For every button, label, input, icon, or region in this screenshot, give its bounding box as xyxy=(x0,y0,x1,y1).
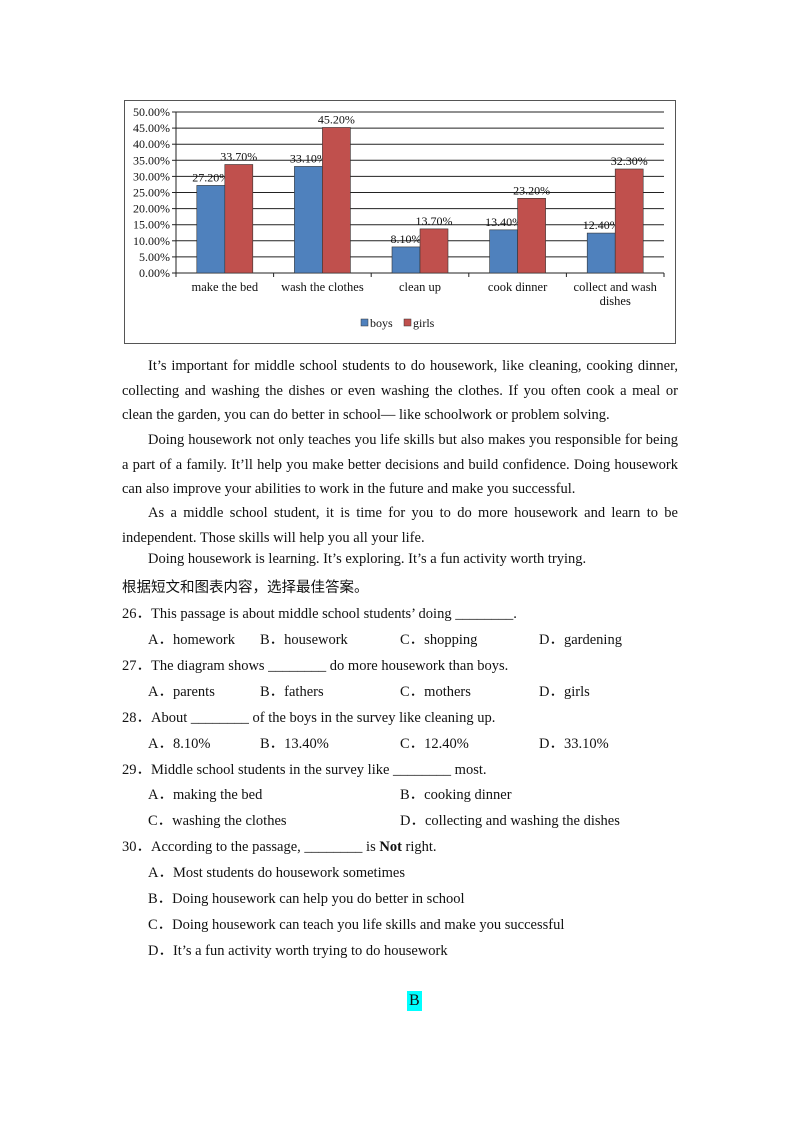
bar-boys xyxy=(489,229,518,274)
bar-boys xyxy=(586,232,616,274)
question-27-option-a[interactable]: A．parents xyxy=(148,684,215,700)
y-tick-label: 30.00% xyxy=(133,169,170,183)
data-label-girls: 23.20% xyxy=(513,183,550,197)
data-label-boys: 27.20% xyxy=(192,170,229,184)
y-tick-label: 50.00% xyxy=(133,105,170,119)
question-27-option-c[interactable]: C．mothers xyxy=(400,684,471,700)
question-28-option-c[interactable]: C．12.40% xyxy=(400,736,469,752)
question-26-option-d[interactable]: D．gardening xyxy=(539,632,622,648)
question-29-stem: 29．Middle school students in the survey … xyxy=(122,762,487,778)
legend-label-girls: girls xyxy=(413,316,435,330)
y-tick-label: 45.00% xyxy=(133,121,170,135)
question-27-option-b[interactable]: B．fathers xyxy=(260,684,324,700)
question-28-option-a[interactable]: A．8.10% xyxy=(148,736,211,752)
y-tick-label: 10.00% xyxy=(133,234,170,248)
question-26-option-a[interactable]: A．homework xyxy=(148,632,235,648)
question-29-option-b[interactable]: B．cooking dinner xyxy=(400,787,512,803)
data-label-boys: 33.10% xyxy=(290,151,327,165)
chart-svg: 0.00% 5.00% 10.00% 15.00% 20.00% 25.00% 30.00%… xyxy=(133,105,665,330)
question-29-option-a[interactable]: A．making the bed xyxy=(148,787,263,803)
question-27-stem: 27．The diagram shows ________ do more ho… xyxy=(122,658,509,674)
bar-boys xyxy=(196,185,226,274)
question-30-stem-end: right. xyxy=(401,839,437,855)
y-tick-label: 20.00% xyxy=(133,202,170,216)
question-30-stem-emphasis: Not xyxy=(379,839,402,855)
question-27-option-d[interactable]: D．girls xyxy=(539,684,590,700)
x-category-label: collect and wash xyxy=(574,280,658,294)
x-category-label: cook dinner xyxy=(488,280,548,294)
passage-paragraph-3: As a middle school student, it is time f… xyxy=(122,505,678,546)
bar-girls xyxy=(517,197,546,274)
data-label-girls: 32.30% xyxy=(611,154,648,168)
question-30-option-d[interactable]: D．It’s a fun activity worth trying to do… xyxy=(148,943,448,959)
question-28-stem: 28．About ________ of the boys in the sur… xyxy=(122,710,496,726)
x-category-label: make the bed xyxy=(191,280,258,294)
legend-swatch-boys xyxy=(360,318,369,327)
data-label-boys: 13.40% xyxy=(485,215,522,229)
question-30-stem: 30．According to the passage, ________ is… xyxy=(122,835,437,856)
question-30-option-a[interactable]: A．Most students do housework sometimes xyxy=(148,865,405,881)
x-category-label: wash the clothes xyxy=(281,280,364,294)
question-28-option-b[interactable]: B．13.40% xyxy=(260,736,329,752)
y-tick-label: 0.00% xyxy=(139,266,170,280)
question-29-option-d[interactable]: D．collecting and washing the dishes xyxy=(400,813,620,829)
bar-boys xyxy=(391,246,421,274)
bar-girls xyxy=(614,168,644,274)
y-tick-label: 35.00% xyxy=(133,153,170,167)
passage-paragraph-1: It’s important for middle school student… xyxy=(122,358,678,423)
legend-label-boys: boys xyxy=(370,316,393,330)
question-26-option-c[interactable]: C．shopping xyxy=(400,632,478,648)
y-tick-label: 15.00% xyxy=(133,218,170,232)
bar-girls xyxy=(419,228,449,274)
question-26-option-b[interactable]: B．housework xyxy=(260,632,348,648)
question-28-option-d[interactable]: D．33.10% xyxy=(539,736,609,752)
passage-paragraph-4: Doing housework is learning. It’s explor… xyxy=(148,551,587,567)
legend-swatch-girls xyxy=(403,318,412,327)
question-29-option-c[interactable]: C．washing the clothes xyxy=(148,813,287,829)
data-label-girls: 33.70% xyxy=(220,149,257,163)
bar-chart: 0.00% 5.00% 10.00% 15.00% 20.00% 25.00% 30.00%… xyxy=(124,100,676,344)
question-30-option-b[interactable]: B．Doing housework can help you do better… xyxy=(148,891,465,907)
bar-girls xyxy=(224,164,254,274)
y-tick-label: 5.00% xyxy=(139,250,170,264)
question-26-stem: 26．This passage is about middle school s… xyxy=(122,606,517,622)
x-category-label: dishes xyxy=(600,294,631,308)
y-tick-label: 40.00% xyxy=(133,137,170,151)
x-category-label: clean up xyxy=(399,280,441,294)
data-label-girls: 13.70% xyxy=(416,214,453,228)
section-b-label: B xyxy=(407,991,422,1011)
data-label-boys: 12.40% xyxy=(583,218,620,232)
data-label-girls: 45.20% xyxy=(318,112,355,126)
instruction-text: 根据短文和图表内容，选择最佳答案。 xyxy=(122,580,369,596)
bar-boys xyxy=(294,166,323,274)
question-30-option-c[interactable]: C．Doing housework can teach you life ski… xyxy=(148,917,565,933)
question-30-stem-start: 30．According to the passage, ________ is xyxy=(122,839,380,855)
data-label-boys: 8.10% xyxy=(391,232,422,246)
y-tick-label: 25.00% xyxy=(133,186,170,200)
passage-paragraph-2: Doing housework not only teaches you lif… xyxy=(122,432,678,497)
bar-girls xyxy=(322,127,351,274)
